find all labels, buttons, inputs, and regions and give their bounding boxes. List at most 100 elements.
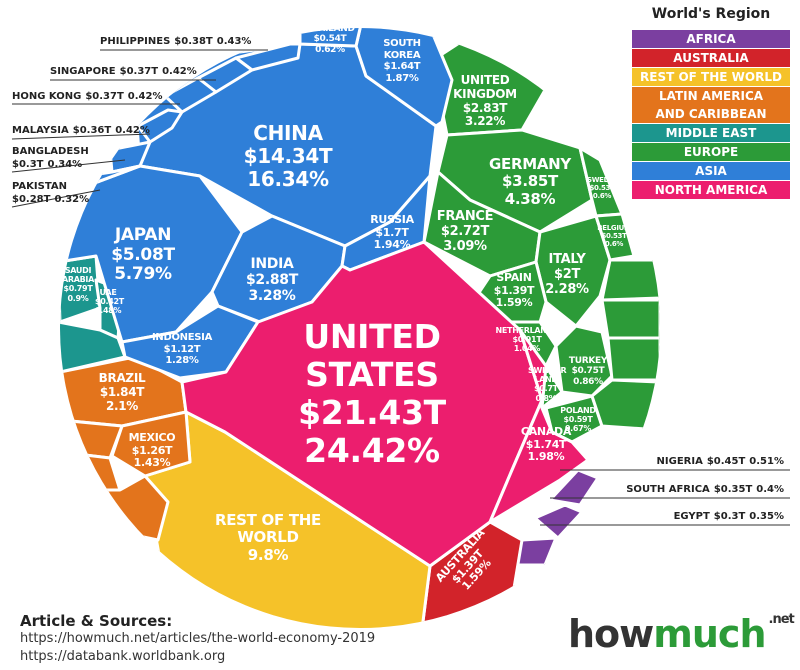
country-label: SOUTH KOREA $1.64T 1.87% — [367, 38, 437, 84]
country-gdp: $1.84T — [99, 384, 145, 399]
legend-item: MIDDLE EAST — [632, 124, 790, 142]
legend-item: AUSTRALIA — [632, 49, 790, 67]
callout: PHILIPPINES $0.38T 0.43% — [100, 36, 255, 49]
country-label: POLAND $0.59T 0.67% — [558, 406, 598, 434]
country-share: 5.79% — [114, 264, 172, 285]
country-share: 1.94% — [373, 238, 411, 252]
callout-line: PAKISTAN — [12, 181, 93, 194]
country-share: 16.34% — [247, 167, 329, 191]
country-share: 1.43% — [133, 456, 171, 470]
callout-name: EGYPT — [673, 511, 710, 522]
country-label: BELGIUM $0.53T 0.6% — [597, 224, 631, 248]
country-share: 9.8% — [247, 545, 289, 564]
callout: BANGLADESH $0.3T 0.34% — [12, 146, 93, 171]
country-label: UNITED KINGDOM $2.83T 3.22% — [440, 73, 530, 129]
country-label: UAE $0.42T 0.48% — [95, 288, 124, 316]
country-gdp: $2.88T — [245, 272, 299, 289]
country-name: CANADA — [520, 425, 572, 438]
callout-share: 0.42% — [162, 66, 197, 77]
country-share: 3.09% — [443, 238, 487, 254]
country-name: POLAND — [560, 406, 596, 415]
country-share: 1.59% — [495, 296, 533, 310]
country-cell — [606, 336, 660, 382]
callout-gdp: $0.28T — [12, 193, 51, 205]
callout-gdp: $0.36T — [72, 125, 112, 136]
callout-share: 0.35% — [749, 511, 784, 522]
country-name: NETHERLANDS — [495, 326, 559, 335]
country-cell — [590, 378, 660, 432]
country-name: INDONESIA — [151, 332, 213, 343]
callout-share: 0.32% — [54, 193, 90, 205]
country-cell — [600, 298, 660, 340]
country-gdp: $0.59T — [563, 415, 593, 425]
country-cell — [533, 503, 584, 540]
country-gdp: $5.08T — [111, 244, 175, 265]
callout-share: 0.43% — [216, 36, 252, 47]
callout: MALAYSIA $0.36T 0.42% — [12, 125, 154, 138]
country-label: NETHERLANDS $0.91T 1.04% — [492, 326, 562, 354]
country-name: TURKEY — [568, 356, 608, 366]
callout-gdp: $0.35T — [713, 484, 753, 495]
country-share: 2.28% — [545, 281, 589, 297]
country-share: 1.28% — [165, 355, 199, 366]
country-gdp: $3.85T — [502, 172, 558, 191]
country-share: 3.28% — [248, 288, 296, 305]
sources-heading: Article & Sources: — [20, 612, 173, 630]
country-share: 1.04% — [513, 344, 541, 354]
leader-line — [11, 159, 126, 173]
country-label: GERMANY $3.85T 4.38% — [480, 155, 580, 208]
callout-share: 0.51% — [749, 456, 784, 467]
source-link[interactable]: https://howmuch.net/articles/the-world-e… — [20, 631, 376, 646]
callout: EGYPT $0.3T 0.35% — [674, 511, 788, 524]
callout-line: BANGLADESH — [12, 146, 93, 159]
country-cell — [60, 164, 244, 344]
country-name: JAPAN — [114, 225, 172, 245]
country-gdp: $2.83T — [462, 100, 508, 115]
country-cell — [354, 28, 454, 128]
country-share: 0.6% — [604, 240, 624, 249]
country-cell — [548, 468, 600, 507]
country-gdp: $0.53T — [601, 232, 627, 241]
country-name: MEXICO — [128, 431, 176, 444]
country-cell — [60, 450, 122, 492]
country-label: THAILAND $0.54T 0.62% — [303, 24, 358, 55]
country-share: 0.67% — [564, 424, 592, 434]
legend-item: AFRICA — [632, 30, 790, 48]
country-name: GERMANY — [489, 155, 571, 173]
country-share: 0.8% — [535, 393, 557, 403]
country-cell — [298, 28, 364, 48]
country-share: 24.42% — [304, 430, 440, 470]
country-label: RUSSIA $1.7T 1.94% — [362, 213, 422, 252]
country-gdp: $0.79T — [63, 284, 93, 294]
brand-part: much — [653, 612, 766, 656]
country-name: BELGIUM — [597, 224, 631, 232]
country-gdp: $0.7T — [534, 384, 558, 394]
country-label: CHINA $14.34T 16.34% — [213, 122, 363, 191]
brand-suffix: .net — [768, 612, 795, 627]
country-share: 1.87% — [385, 72, 419, 84]
country-share: 0.86% — [573, 376, 603, 387]
country-gdp: $1.26T — [131, 443, 173, 457]
country-label: JAPAN $5.08T 5.79% — [93, 225, 193, 285]
country-name: BRAZIL — [98, 371, 146, 385]
country-name: SPAIN — [496, 271, 532, 284]
callout-line: $0.28T 0.32% — [12, 194, 93, 207]
country-name: UNITED KINGDOM — [453, 73, 517, 101]
legend-item: ASIA — [632, 162, 790, 180]
callout-gdp: $0.3T — [713, 511, 746, 522]
country-name: CHINA — [253, 121, 323, 145]
callout: SINGAPORE $0.37T 0.42% — [50, 66, 201, 79]
country-name: RUSSIA — [370, 213, 414, 226]
country-label: FRANCE $2.72T 3.09% — [425, 209, 505, 255]
country-gdp: $2T — [553, 266, 581, 282]
country-share: 3.22% — [464, 114, 506, 129]
callout: NIGERIA $0.45T 0.51% — [657, 456, 788, 469]
callout-share: 0.4% — [756, 484, 784, 495]
country-gdp: $1.64T — [383, 61, 421, 72]
callout-gdp: $0.37T — [119, 66, 159, 77]
country-cell — [60, 418, 124, 460]
callout-gdp: $0.45T — [706, 456, 746, 467]
country-gdp: $0.42T — [95, 297, 124, 307]
source-link[interactable]: https://databank.worldbank.org — [20, 649, 226, 664]
